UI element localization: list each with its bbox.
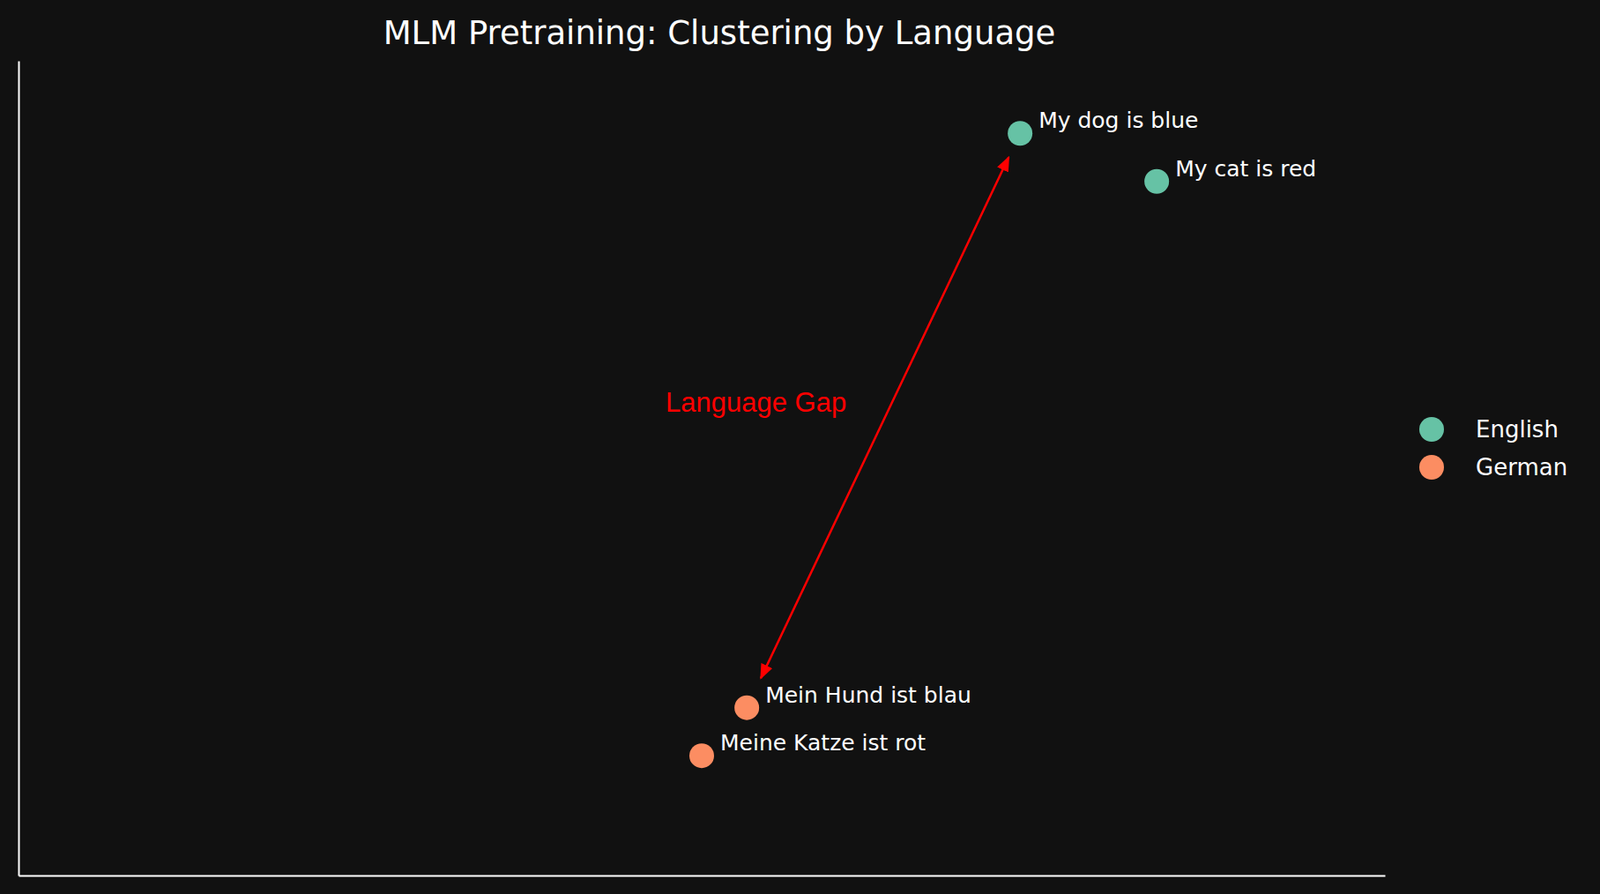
legend: English German bbox=[1419, 416, 1568, 481]
legend-marker bbox=[1419, 454, 1444, 480]
legend-marker bbox=[1419, 416, 1444, 442]
point bbox=[1007, 120, 1033, 146]
point-label: Mein Hund ist blau bbox=[765, 682, 972, 708]
point-label: Meine Katze ist rot bbox=[720, 729, 926, 756]
axis-line bbox=[19, 875, 1386, 878]
legend-label: English bbox=[1475, 416, 1559, 443]
point bbox=[1144, 169, 1169, 194]
legend-label: German bbox=[1475, 453, 1568, 481]
point-labels: My dog is blue My cat is red Mein Hund ist… bbox=[720, 107, 1317, 756]
axis-line bbox=[18, 61, 21, 877]
plot-area bbox=[689, 120, 1169, 768]
point-label: My cat is red bbox=[1175, 156, 1317, 182]
y-axis bbox=[18, 61, 20, 877]
point bbox=[734, 695, 760, 721]
chart: MLM Pretraining: Clustering by Language M… bbox=[0, 0, 1600, 894]
x-axis bbox=[19, 875, 1386, 877]
annotation: Language Gap bbox=[665, 386, 847, 418]
point-label: My dog is blue bbox=[1038, 107, 1199, 134]
point bbox=[689, 743, 715, 768]
title: MLM Pretraining: Clustering by Language bbox=[383, 14, 1057, 53]
